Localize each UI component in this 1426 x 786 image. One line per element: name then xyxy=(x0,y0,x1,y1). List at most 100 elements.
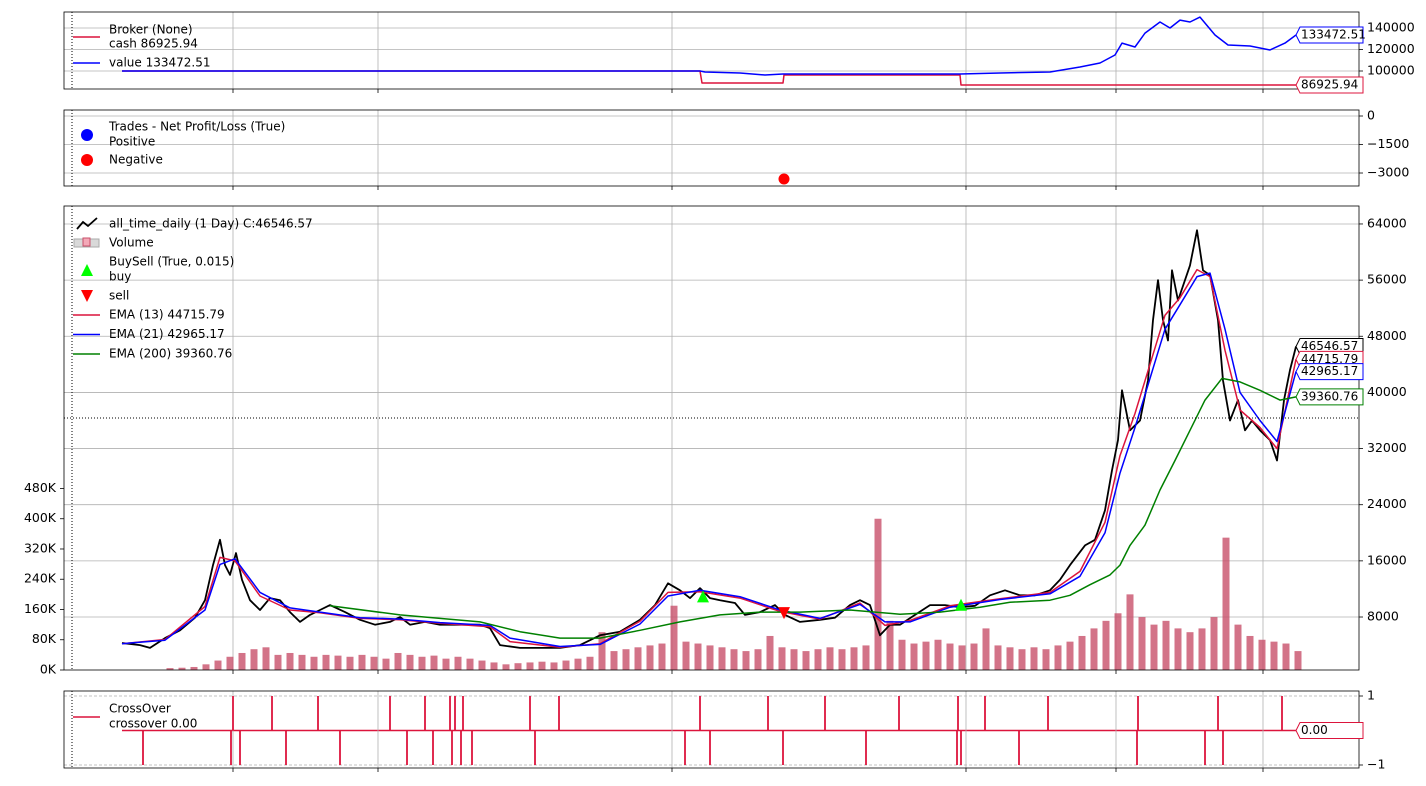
value-tag-label: 133472.51 xyxy=(1301,28,1366,42)
series-line xyxy=(121,229,1297,649)
volume-bar xyxy=(502,664,510,670)
volume-bar xyxy=(742,651,750,670)
volume-bar xyxy=(1138,617,1146,670)
volume-bar xyxy=(610,651,618,670)
volume-bar xyxy=(490,662,498,670)
legend-label: cash 86925.94 xyxy=(109,37,198,51)
volume-bar xyxy=(262,647,270,670)
volume-bar xyxy=(1078,635,1086,670)
volume-bar xyxy=(298,654,306,670)
volume-bar xyxy=(1186,632,1194,670)
value-tag: 42965.17 xyxy=(1295,363,1364,381)
value-tag: 39360.76 xyxy=(1295,388,1364,406)
legend-label: CrossOver xyxy=(109,702,171,716)
value-tag-label: 44715.79 xyxy=(1301,352,1358,366)
legend-handle xyxy=(82,237,91,247)
volume-bar xyxy=(1006,647,1014,670)
panel-frame xyxy=(63,690,1360,769)
volume-bar xyxy=(466,658,474,670)
volume-bar xyxy=(286,652,294,670)
value-tag: 0.00 xyxy=(1295,722,1364,739)
volume-bar xyxy=(682,641,690,670)
volume-bar xyxy=(1282,643,1290,670)
volume-bar xyxy=(562,660,570,670)
legend-label: Volume xyxy=(109,236,154,250)
value-tag: 133472.51 xyxy=(1295,26,1366,44)
value-tag-box xyxy=(1295,76,1364,94)
volume-bar xyxy=(418,656,426,670)
volume-bar xyxy=(982,628,990,670)
volume-bar xyxy=(1174,628,1182,670)
value-tag-label: 39360.76 xyxy=(1301,389,1358,403)
volume-bar xyxy=(1162,620,1170,670)
volume-bar xyxy=(394,652,402,670)
volume-bar xyxy=(766,635,774,670)
volume-bar xyxy=(178,667,186,670)
series-line xyxy=(329,377,1297,639)
volume-bar xyxy=(598,632,606,670)
volume-bar xyxy=(334,655,342,670)
series-line xyxy=(122,70,1296,86)
series-line xyxy=(121,268,1297,648)
volume-bar xyxy=(910,643,918,670)
volume-bar xyxy=(1054,645,1062,670)
y2-tick-label: 80K xyxy=(32,631,57,646)
volume-bar xyxy=(718,647,726,670)
legend: Broker (None)cash 86925.94 value 133472.5… xyxy=(73,23,210,70)
volume-bar xyxy=(274,654,282,670)
value-tag: 46546.57 xyxy=(1295,337,1364,355)
volume-bar xyxy=(946,643,954,670)
volume-bar xyxy=(166,668,174,670)
value-tag-label: 46546.57 xyxy=(1301,339,1358,353)
volume-bar xyxy=(754,649,762,670)
series-line xyxy=(122,16,1297,76)
volume-bar xyxy=(1210,617,1218,670)
legend-handle xyxy=(81,264,93,276)
volume-bar xyxy=(1270,641,1278,670)
volume-bar xyxy=(250,649,258,670)
volume-bar xyxy=(886,620,894,670)
legend-label: buy xyxy=(109,270,131,284)
y-tick-label: −3000 xyxy=(1367,165,1409,180)
legend-label: Broker (None) xyxy=(109,23,193,37)
trade-point xyxy=(778,173,790,185)
value-tag-box xyxy=(1295,722,1364,739)
volume-bar xyxy=(622,649,630,670)
y-tick-label: 0 xyxy=(1367,108,1375,123)
volume-bar xyxy=(442,658,450,670)
volume-bar xyxy=(1102,620,1110,670)
legend-label: Trades - Net Profit/Loss (True) xyxy=(108,120,285,134)
legend-label: sell xyxy=(109,289,129,303)
volume-bar xyxy=(430,655,438,670)
volume-bar xyxy=(310,656,318,670)
volume-bar xyxy=(322,654,330,670)
volume-bar xyxy=(694,643,702,670)
volume-bar xyxy=(454,656,462,670)
panel-frame xyxy=(63,109,1360,187)
y-tick-label: 48000 xyxy=(1367,328,1407,343)
volume-bar xyxy=(1294,651,1302,670)
legend-label: crossover 0.00 xyxy=(109,717,197,731)
value-tag-label: 86925.94 xyxy=(1301,78,1358,92)
buy-marker xyxy=(955,598,967,611)
volume-bar xyxy=(970,643,978,670)
legend-handle xyxy=(81,129,93,141)
y-tick-label: 56000 xyxy=(1367,272,1407,287)
volume-bar xyxy=(1222,537,1230,670)
sell-marker xyxy=(778,607,790,620)
y-tick-label: 120000 xyxy=(1367,41,1415,56)
volume-bar xyxy=(538,661,546,670)
grid-layer xyxy=(64,12,1359,768)
volume-bar xyxy=(202,664,210,670)
y-tick-label: 16000 xyxy=(1367,552,1407,567)
legend: Trades - Net Profit/Loss (True)Positive N… xyxy=(81,120,285,167)
volume-bar xyxy=(658,643,666,670)
volume-bar xyxy=(670,605,678,670)
value-tag: 86925.94 xyxy=(1295,76,1364,94)
volume-bar xyxy=(790,649,798,670)
volume-bar xyxy=(1042,649,1050,670)
volume-bar xyxy=(1246,635,1254,670)
y-tick-label: 32000 xyxy=(1367,440,1407,455)
y-tick-label: 40000 xyxy=(1367,384,1407,399)
y2-tick-label: 160K xyxy=(24,601,57,616)
